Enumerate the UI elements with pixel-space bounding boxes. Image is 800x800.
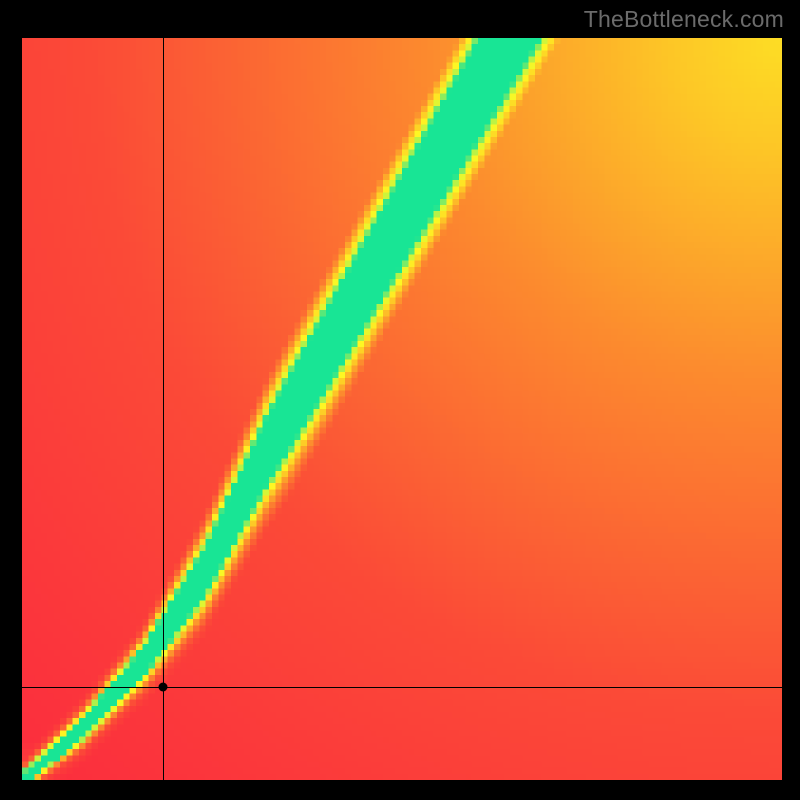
crosshair-horizontal [22,687,782,688]
watermark-text: TheBottleneck.com [584,6,784,33]
bottleneck-heatmap [22,38,782,780]
crosshair-vertical [163,38,164,780]
plot-area [22,38,782,780]
figure-root: TheBottleneck.com [0,0,800,800]
crosshair-marker [158,683,167,692]
